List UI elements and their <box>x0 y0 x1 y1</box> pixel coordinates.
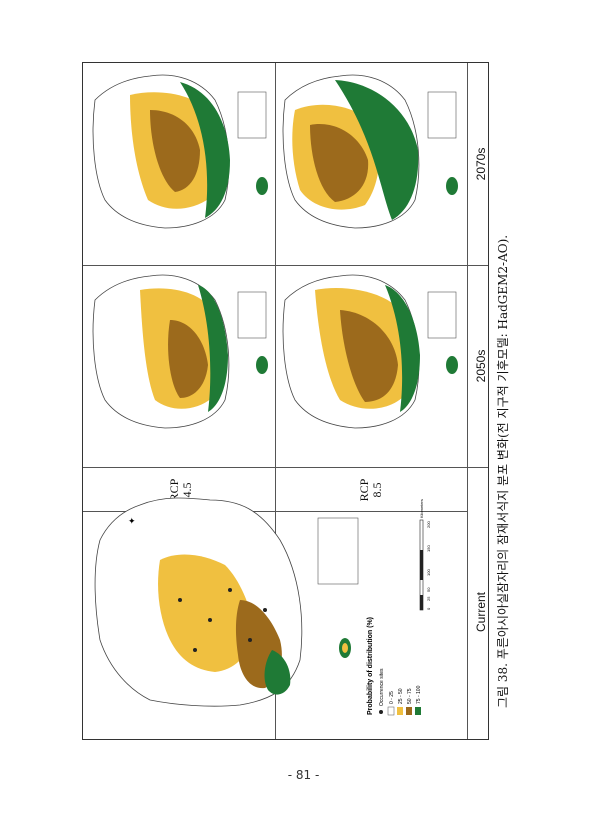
grid-line <box>275 63 276 739</box>
scale-tick: 25 <box>426 596 431 601</box>
legend-class-1: 0 - 25 <box>389 691 395 704</box>
scale-tick: 200 <box>426 521 431 528</box>
scale-bar: 0 25 50 100 150 200 Kilometers <box>419 499 431 611</box>
map-rcp85-2070s <box>282 74 458 229</box>
map-rcp45-2070s <box>92 74 268 229</box>
grid-line <box>83 511 467 512</box>
svg-text:✦: ✦ <box>128 516 136 526</box>
scale-tick: 150 <box>426 545 431 552</box>
map-rcp85-2050s <box>282 274 458 429</box>
figure-frame <box>82 62 489 740</box>
legend-occurrence: Occurrence sites <box>379 668 385 706</box>
legend-class-3: 50 - 75 <box>407 688 413 704</box>
map-current: ✦ <box>94 497 359 707</box>
legend-class-2: 25 - 50 <box>398 688 404 704</box>
legend-title: Probability of distribution (%) <box>367 617 374 715</box>
grid-line <box>83 265 488 266</box>
map-rcp45-2050s <box>92 274 268 429</box>
page-number: - 81 - <box>287 768 320 782</box>
scale-unit: Kilometers <box>419 499 424 518</box>
scale-tick: 50 <box>426 587 431 592</box>
figure-caption: 그림 38. 푸른아시아실잠자리의 잠재서식지 분포 변화(전 지구적 기후모델… <box>496 234 510 708</box>
grid-line <box>467 63 468 739</box>
grid-line <box>83 467 488 468</box>
scale-tick: 100 <box>426 569 431 576</box>
scale-tick: 0 <box>426 607 431 610</box>
legend: Probability of distribution (%) Occurren… <box>367 617 422 716</box>
legend-class-4: 75 - 100 <box>416 685 422 704</box>
